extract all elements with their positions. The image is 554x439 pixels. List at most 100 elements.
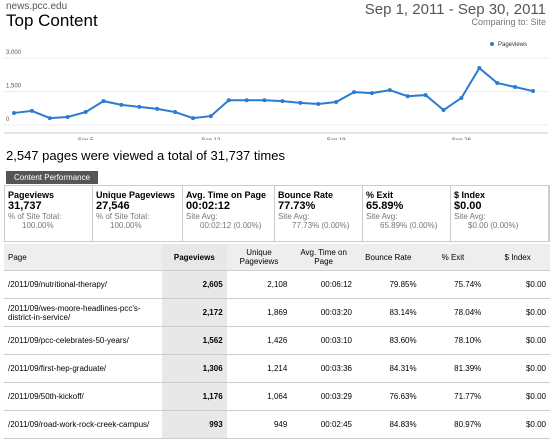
row: /2011/09/road-work-rock-creek-campus/993… [4, 410, 550, 439]
point [495, 81, 500, 86]
point [47, 116, 52, 121]
tab[interactable]: Content Performance [6, 171, 99, 184]
cell: 00:06:12 [291, 270, 356, 299]
cell: 993 [162, 410, 227, 439]
column-header[interactable]: Pageviews [162, 244, 227, 271]
column-header[interactable]: Page [4, 244, 162, 271]
cell: 1,064 [226, 382, 292, 411]
x-tick-label: Sep 12 [201, 138, 221, 140]
metric-sub: Site Avg: [186, 212, 218, 221]
cell: 00:03:20 [291, 298, 356, 327]
cell: 71.77% [420, 382, 486, 411]
point [280, 99, 285, 104]
point [65, 114, 70, 119]
column-header[interactable]: $ Index [485, 244, 550, 271]
page-link: /2011/09/pcc-celebrates-50-years/ [4, 326, 162, 355]
point [298, 100, 303, 105]
cell: 2,172 [162, 298, 227, 327]
cell: 00:02:45 [291, 410, 356, 439]
point [262, 98, 267, 103]
cell: 1,306 [162, 354, 227, 383]
y-tick-label: 0 [6, 117, 10, 123]
metric: Unique Pageviews 27,546% of Site Total: 10… [93, 186, 183, 242]
title: Top Content [6, 11, 98, 30]
metric: Pageviews 31,737% of Site Total: 100.00% [5, 186, 93, 242]
page-link: /2011/09/nutritional-therapy/ [4, 270, 162, 299]
chart: 0 1,500 3,000 Sep 5 Sep 12 Sep 19 Sep 26 Pagevi… [4, 42, 548, 140]
summary: 2,547 pages were viewed a total of 31,73… [6, 148, 285, 163]
point [190, 116, 195, 121]
metric-value: 00:02:12 [186, 200, 231, 212]
cell: 76.63% [355, 382, 421, 411]
point [352, 90, 357, 95]
cell: $0.00 [485, 326, 550, 355]
point [29, 108, 34, 113]
comparing: Comparing to: Site [471, 17, 546, 27]
point [244, 98, 249, 103]
cell: 79.85% [355, 270, 421, 299]
y-tick-label: 1,500 [6, 84, 22, 90]
point [334, 99, 339, 104]
cell: 75.74% [420, 270, 486, 299]
point [441, 108, 446, 113]
point [477, 66, 482, 71]
column-header[interactable]: % Exit [420, 244, 486, 271]
metric-value: 27,546 [96, 200, 130, 212]
point [405, 94, 410, 99]
row: /2011/09/nutritional-therapy/2,605 2,108 0… [4, 270, 550, 299]
column-header[interactable]: Unique Pageviews [226, 244, 292, 271]
x-tick-label: Sep 5 [78, 138, 94, 140]
cell: 1,426 [226, 326, 292, 355]
column-header[interactable]: Bounce Rate [355, 244, 421, 271]
point [369, 91, 374, 96]
metric-label: % Exit [366, 190, 394, 200]
line [13, 66, 534, 120]
page-link: /2011/09/50th-kickoff/ [4, 382, 162, 411]
point [137, 104, 142, 109]
date-range[interactable]: Sep 1, 2011 - Sep 30, 2011 [364, 1, 546, 18]
metric-value: $0.00 [454, 200, 482, 212]
site: news.pcc.edu [6, 1, 68, 12]
metric-label: Pageviews [8, 190, 55, 200]
cell: $0.00 [485, 298, 550, 327]
metric-sub: Site Avg: [278, 212, 310, 221]
metric-value: 31,737 [8, 200, 42, 212]
column-header[interactable]: Avg. Time on Page [291, 244, 356, 271]
cell: 80.97% [420, 410, 486, 439]
x-tick-label: Sep 19 [327, 138, 347, 140]
page: news.pcc.edu Top Content Sep 1, 2011 - S… [4, 1, 550, 439]
cell: 83.60% [355, 326, 421, 355]
cell: $0.00 [485, 354, 550, 383]
cell: 84.83% [355, 410, 421, 439]
cell: 78.10% [420, 326, 486, 355]
metric-sub: 00:02:12 (0.00%) [200, 221, 262, 230]
legend-swatch [490, 42, 494, 46]
cell: 00:03:10 [291, 326, 356, 355]
row: /2011/09/wes-moore-headlines-pcc's-distr… [4, 298, 550, 327]
point [423, 93, 428, 98]
cell: 83.14% [355, 298, 421, 327]
point [513, 85, 518, 90]
point [226, 98, 231, 103]
point [387, 88, 392, 93]
page-link: /2011/09/wes-moore-headlines-pcc's-distr… [4, 298, 162, 327]
cell: 1,214 [226, 354, 292, 383]
metric-sub: 77.73% (0.00%) [292, 221, 350, 230]
cell: 1,176 [162, 382, 227, 411]
page-link: /2011/09/first-hep-graduate/ [4, 354, 162, 383]
cell: 00:03:29 [291, 382, 356, 411]
cell: 78.04% [420, 298, 486, 327]
metric: $ Index $0.00 Site Avg: $0.00 (0.00%) [451, 186, 549, 242]
cell: $0.00 [485, 382, 550, 411]
metric-label: Unique Pageviews [96, 190, 176, 200]
point [208, 114, 213, 119]
metric-sub: Site Avg: [366, 212, 398, 221]
metric-sub: 100.00% [110, 221, 142, 230]
cell: 1,869 [226, 298, 292, 327]
point [83, 110, 88, 115]
point [12, 110, 16, 115]
point [459, 95, 464, 100]
metric: Avg. Time on Page 00:02:12 Site Avg: 00:02:… [183, 186, 275, 242]
metric-value: 65.89% [366, 200, 404, 212]
metric-sub: 65.89% (0.00%) [380, 221, 438, 230]
